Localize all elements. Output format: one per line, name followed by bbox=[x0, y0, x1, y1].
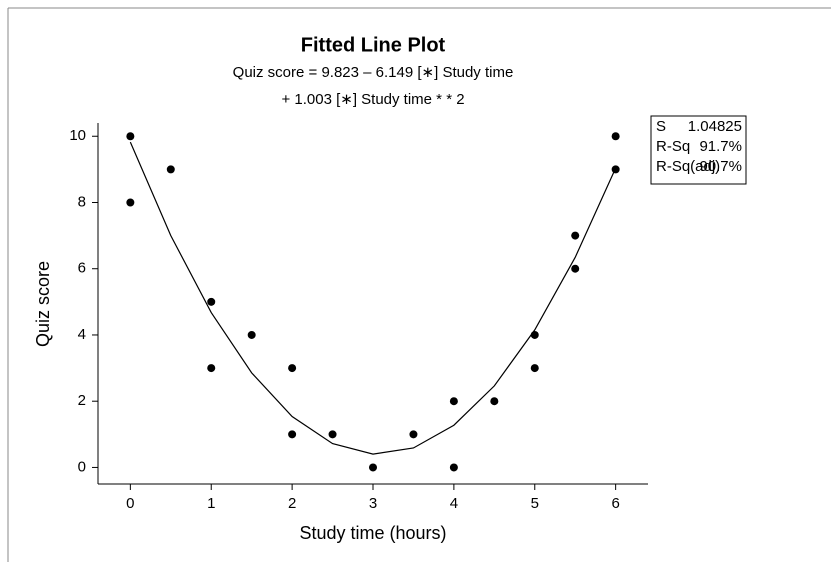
stat-value: 1.04825 bbox=[688, 118, 742, 135]
x-tick-label: 1 bbox=[207, 495, 215, 512]
y-tick-label: 6 bbox=[78, 260, 86, 277]
y-tick-label: 2 bbox=[78, 392, 86, 409]
point bbox=[449, 397, 458, 406]
y-axis-label: Quiz score bbox=[33, 261, 53, 347]
point bbox=[328, 430, 337, 439]
x-tick-label: 6 bbox=[611, 495, 619, 512]
point bbox=[207, 364, 216, 373]
point bbox=[126, 132, 135, 141]
point bbox=[247, 330, 256, 339]
point bbox=[126, 198, 135, 207]
point bbox=[166, 165, 175, 174]
stats-box bbox=[650, 115, 747, 185]
fit-line bbox=[129, 141, 617, 455]
y-tick-label: 8 bbox=[78, 193, 86, 210]
point bbox=[530, 330, 539, 339]
x-tick-label: 3 bbox=[369, 495, 377, 512]
y-tick-label: 4 bbox=[78, 326, 86, 343]
point bbox=[288, 430, 297, 439]
point bbox=[449, 463, 458, 472]
point bbox=[571, 264, 580, 273]
y-tick-label: 0 bbox=[78, 458, 86, 475]
point bbox=[611, 132, 620, 141]
chart-title: Fitted Line Plot bbox=[301, 34, 446, 56]
stat-value: 90.7% bbox=[699, 158, 742, 175]
x-tick-label: 0 bbox=[126, 495, 134, 512]
stat-label: R-Sq bbox=[656, 138, 690, 155]
x-tick-label: 4 bbox=[450, 495, 458, 512]
stat-label: R-Sq(adj) bbox=[656, 158, 720, 175]
x-axis-label: Study time (hours) bbox=[299, 523, 446, 543]
stat-value: 91.7% bbox=[699, 138, 742, 155]
chart-subtitle: Quiz score = 9.823 – 6.149 [∗] Study tim… bbox=[233, 64, 514, 81]
stat-label: S bbox=[656, 118, 666, 135]
chart-subtitle: + 1.003 [∗] Study time * * 2 bbox=[281, 91, 464, 108]
point bbox=[490, 397, 499, 406]
point bbox=[530, 364, 539, 373]
point bbox=[409, 430, 418, 439]
point bbox=[611, 165, 620, 174]
point bbox=[207, 297, 216, 306]
point bbox=[571, 231, 580, 240]
x-tick-label: 5 bbox=[531, 495, 539, 512]
y-tick-label: 10 bbox=[69, 127, 86, 144]
point bbox=[369, 463, 377, 472]
x-tick-label: 2 bbox=[288, 495, 296, 512]
point bbox=[288, 364, 297, 373]
